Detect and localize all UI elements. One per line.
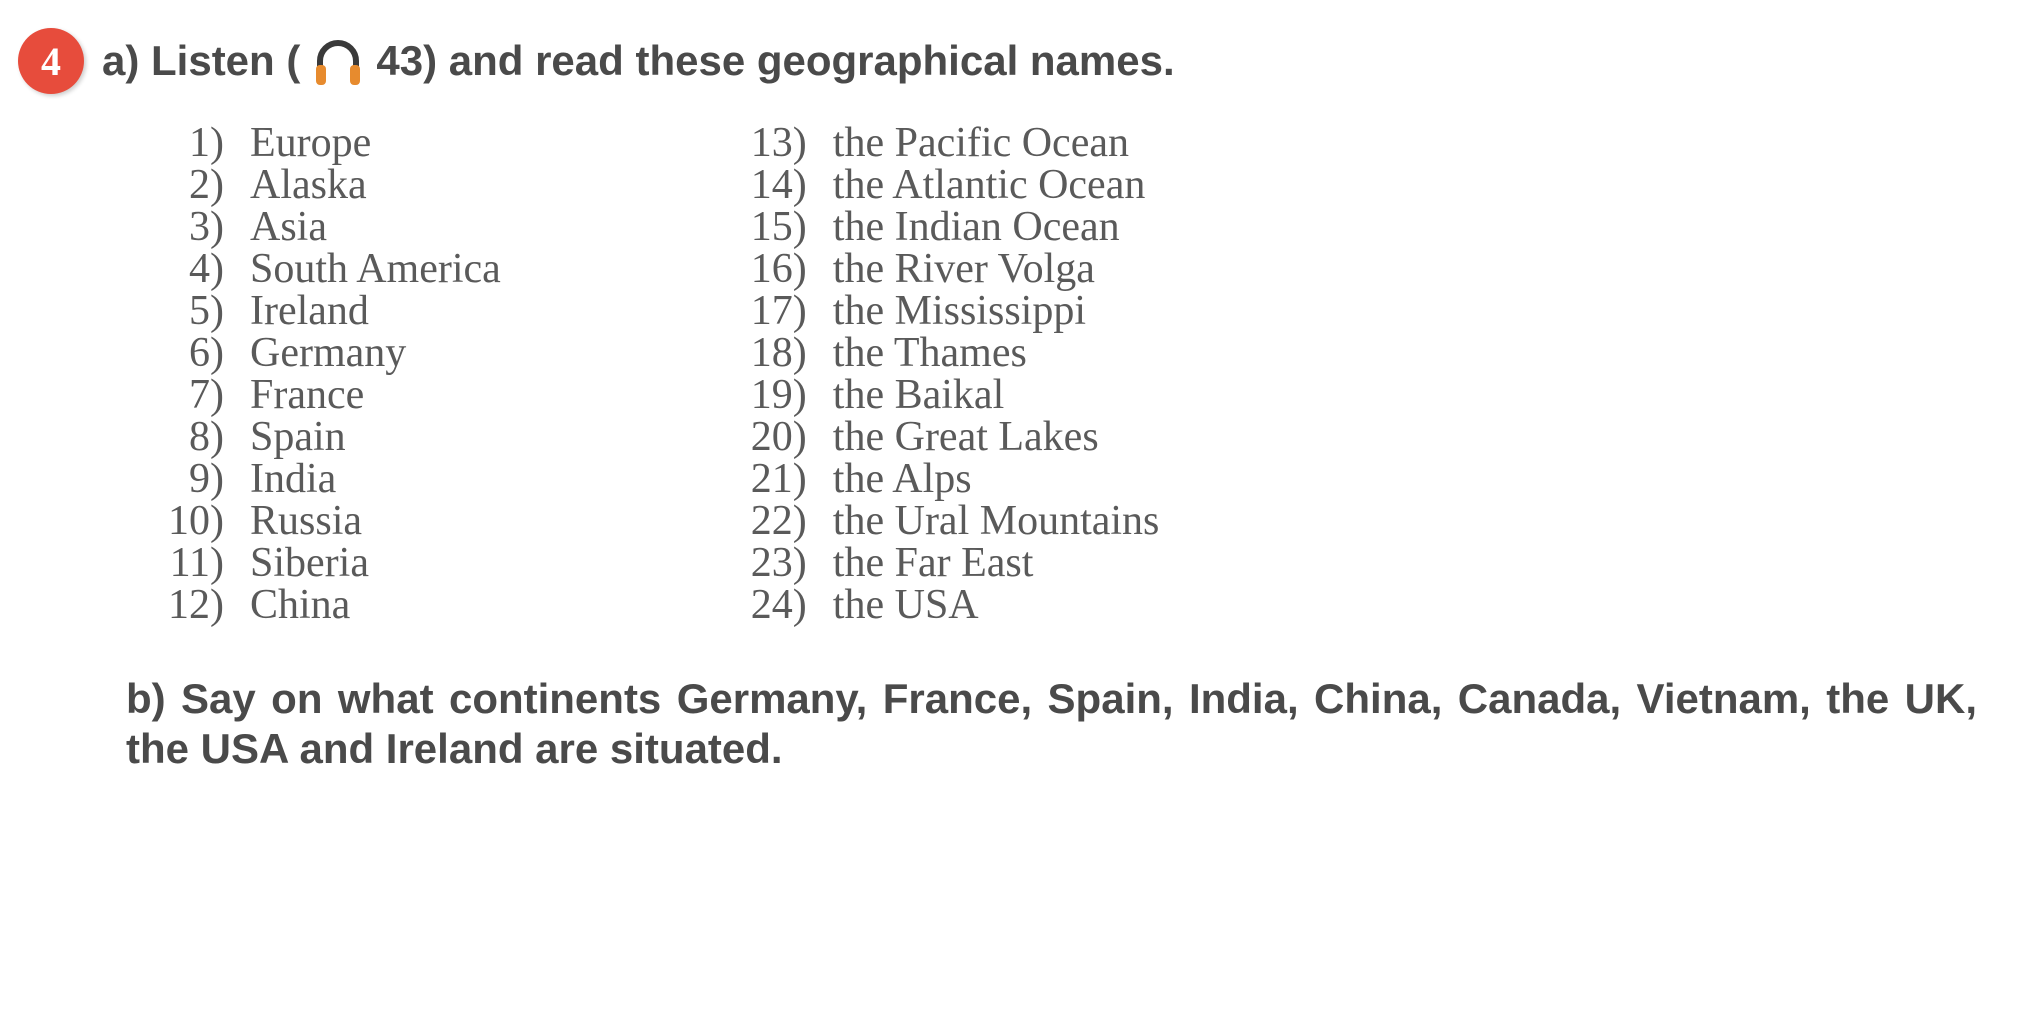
list-item-number: 20) [721, 416, 807, 458]
list-item-number: 1) [138, 122, 224, 164]
list-item: 24) the USA [721, 584, 1160, 626]
list-item-number: 5) [138, 290, 224, 332]
list-item-number: 2) [138, 164, 224, 206]
list-item: 18) the Thames [721, 332, 1160, 374]
list-item-text: the Thames [833, 332, 1027, 374]
list-item: 19) the Baikal [721, 374, 1160, 416]
list-item-text: the Atlantic Ocean [833, 164, 1146, 206]
list-item-text: the Mississippi [833, 290, 1086, 332]
list-item-text: Spain [250, 416, 346, 458]
list-item-number: 17) [721, 290, 807, 332]
list-item-text: the USA [833, 584, 979, 626]
list-item-text: France [250, 374, 364, 416]
list-item-text: the Great Lakes [833, 416, 1099, 458]
list-item-number: 7) [138, 374, 224, 416]
list-item-text: Europe [250, 122, 371, 164]
list-item-text: Russia [250, 500, 362, 542]
list-item-number: 19) [721, 374, 807, 416]
list-item-text: India [250, 458, 336, 500]
list-item: 13) the Pacific Ocean [721, 122, 1160, 164]
list-item-text: Siberia [250, 542, 369, 584]
list-item-number: 24) [721, 584, 807, 626]
list-item-text: Ireland [250, 290, 369, 332]
list-item: 9) India [138, 458, 501, 500]
list-item-number: 13) [721, 122, 807, 164]
list-item: 8) Spain [138, 416, 501, 458]
list-item-text: Germany [250, 332, 406, 374]
list-item-number: 12) [138, 584, 224, 626]
list-item-number: 10) [138, 500, 224, 542]
list-item: 6) Germany [138, 332, 501, 374]
list-item: 16) the River Volga [721, 248, 1160, 290]
list-item-number: 14) [721, 164, 807, 206]
header: 4 a) Listen ( 43) and read these geograp… [18, 28, 1987, 94]
list-item: 22) the Ural Mountains [721, 500, 1160, 542]
list-item-number: 23) [721, 542, 807, 584]
list-item-text: Alaska [250, 164, 367, 206]
left-column: 1) Europe 2) Alaska 3) Asia 4) South America 5) I… [138, 122, 501, 626]
list-item-number: 3) [138, 206, 224, 248]
list-item-number: 16) [721, 248, 807, 290]
list-item: 11) Siberia [138, 542, 501, 584]
list-item: 23) the Far East [721, 542, 1160, 584]
instruction-a: a) Listen ( 43) and read these geographi… [102, 33, 1175, 89]
geographical-names-lists: 1) Europe 2) Alaska 3) Asia 4) South America 5) I… [18, 122, 1987, 626]
list-item-text: the Alps [833, 458, 972, 500]
list-item-number: 11) [138, 542, 224, 584]
list-item-text: China [250, 584, 350, 626]
list-item: 15) the Indian Ocean [721, 206, 1160, 248]
list-item-number: 15) [721, 206, 807, 248]
list-item-number: 6) [138, 332, 224, 374]
list-item-text: the Baikal [833, 374, 1004, 416]
exercise-number-badge: 4 [18, 28, 84, 94]
list-item-number: 4) [138, 248, 224, 290]
list-item-text: the Far East [833, 542, 1034, 584]
list-item: 20) the Great Lakes [721, 416, 1160, 458]
list-item: 3) Asia [138, 206, 501, 248]
instruction-a-part1: a) Listen ( [102, 37, 300, 85]
list-item: 5) Ireland [138, 290, 501, 332]
list-item-text: Asia [250, 206, 327, 248]
list-item: 10) Russia [138, 500, 501, 542]
list-item-number: 21) [721, 458, 807, 500]
headphones-icon [310, 33, 366, 89]
list-item-number: 22) [721, 500, 807, 542]
list-item-text: the Ural Mountains [833, 500, 1160, 542]
list-item: 21) the Alps [721, 458, 1160, 500]
list-item: 17) the Mississippi [721, 290, 1160, 332]
list-item-text: South America [250, 248, 501, 290]
list-item: 2) Alaska [138, 164, 501, 206]
list-item-text: the Indian Ocean [833, 206, 1120, 248]
list-item: 14) the Atlantic Ocean [721, 164, 1160, 206]
instruction-b: b) Say on what continents Germany, Franc… [126, 674, 1977, 773]
instruction-b-wrap: b) Say on what continents Germany, Franc… [18, 674, 1987, 773]
list-item-number: 18) [721, 332, 807, 374]
list-item-number: 8) [138, 416, 224, 458]
right-column: 13) the Pacific Ocean 14) the Atlantic Ocea… [721, 122, 1160, 626]
list-item-text: the Pacific Ocean [833, 122, 1129, 164]
list-item-number: 9) [138, 458, 224, 500]
list-item: 1) Europe [138, 122, 501, 164]
list-item-text: the River Volga [833, 248, 1095, 290]
list-item: 7) France [138, 374, 501, 416]
list-item: 12) China [138, 584, 501, 626]
list-item: 4) South America [138, 248, 501, 290]
instruction-a-part2: 43) and read these geographical names. [376, 37, 1174, 85]
